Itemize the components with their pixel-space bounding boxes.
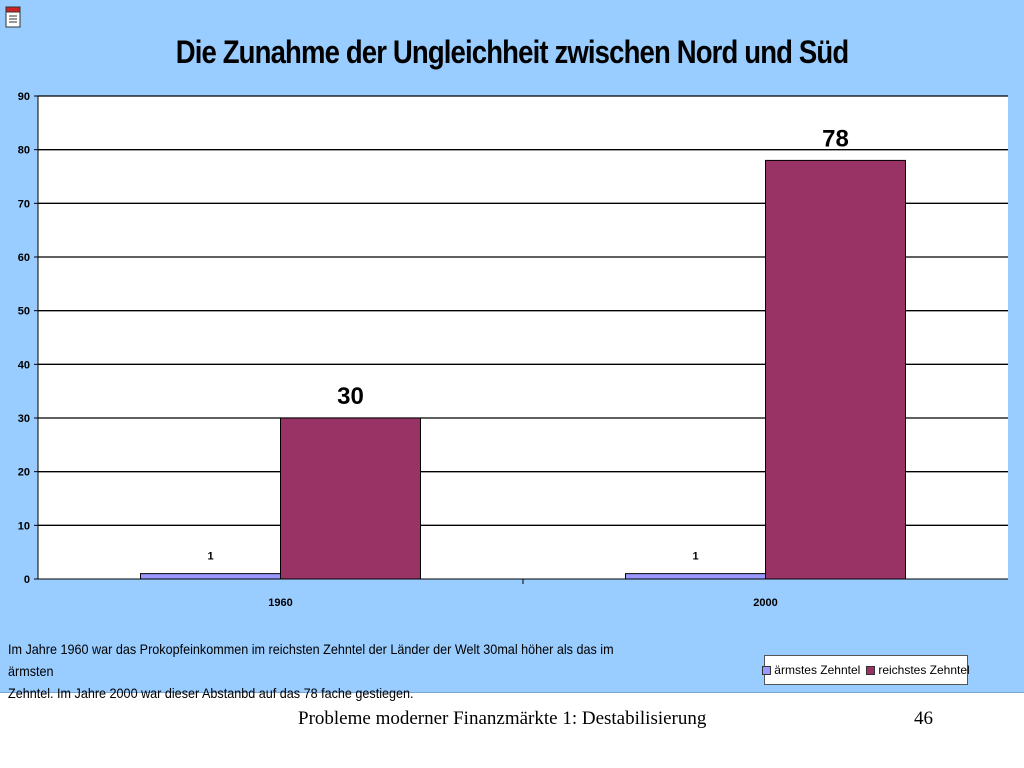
legend-label-poorest: ärmstes Zehntel	[774, 663, 861, 677]
data-label: 30	[337, 383, 364, 410]
data-label: 78	[822, 125, 849, 152]
y-tick-label: 90	[18, 91, 30, 103]
document-icon[interactable]	[5, 6, 23, 28]
x-tick-label: 2000	[753, 597, 777, 609]
legend-swatch-richest	[866, 665, 876, 675]
bar	[140, 573, 281, 580]
y-tick-label: 80	[18, 145, 30, 157]
y-tick-label: 50	[18, 306, 30, 318]
caption-line-2: Zehntel. Im Jahre 2000 war dieser Abstan…	[8, 685, 414, 701]
y-tick-label: 10	[18, 520, 30, 532]
bar	[280, 417, 421, 580]
data-label: 1	[207, 551, 213, 563]
footer-text: Probleme moderner Finanzmärkte 1: Destab…	[298, 708, 707, 729]
y-tick-label: 60	[18, 252, 30, 264]
data-label: 1	[692, 551, 698, 563]
legend-label-richest: reichstes Zehntel	[878, 663, 970, 677]
chart-legend: ärmstes Zehntel reichstes Zehntel	[762, 655, 970, 685]
bar	[625, 573, 766, 580]
page-number: 46	[914, 708, 933, 729]
caption: Im Jahre 1960 war das Prokopfeinkommen i…	[8, 638, 656, 704]
bar	[765, 159, 906, 580]
slide-background: Die Zunahme der Ungleichheit zwischen No…	[0, 0, 1024, 701]
x-tick-label: 1960	[268, 597, 292, 609]
legend-item-richest: reichstes Zehntel	[866, 663, 970, 677]
chart-title: Die Zunahme der Ungleichheit zwischen No…	[175, 34, 849, 70]
y-tick-label: 70	[18, 198, 30, 210]
y-tick-label: 40	[18, 359, 30, 371]
y-tick-label: 0	[24, 574, 30, 586]
caption-line-1: Im Jahre 1960 war das Prokopfeinkommen i…	[8, 641, 614, 679]
legend-swatch-poorest	[762, 665, 772, 675]
y-tick-label: 30	[18, 413, 30, 425]
legend-item-poorest: ärmstes Zehntel	[762, 663, 860, 677]
y-tick-label: 20	[18, 467, 30, 479]
bar-chart: 0 10 20 30 40 50 60 70 80 90 1960 2000 1 1 30 78	[18, 91, 1008, 609]
